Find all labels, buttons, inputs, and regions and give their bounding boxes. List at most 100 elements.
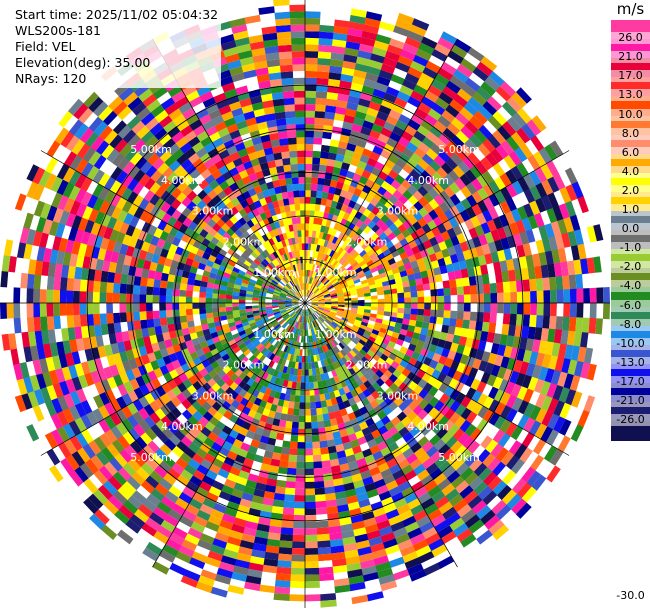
velocity-gate bbox=[577, 409, 590, 428]
velocity-gate bbox=[142, 148, 156, 161]
velocity-gate bbox=[450, 342, 459, 353]
velocity-gate bbox=[464, 169, 477, 183]
velocity-gate bbox=[280, 290, 288, 295]
velocity-gate bbox=[341, 67, 355, 77]
velocity-gate bbox=[253, 397, 262, 406]
velocity-gate bbox=[267, 335, 274, 343]
velocity-gate bbox=[304, 488, 316, 496]
velocity-gate bbox=[156, 501, 172, 515]
velocity-gate bbox=[418, 388, 429, 400]
velocity-gate bbox=[296, 284, 301, 291]
velocity-gate bbox=[173, 164, 186, 177]
velocity-gate bbox=[331, 362, 339, 370]
velocity-gate bbox=[187, 345, 196, 355]
velocity-gate bbox=[327, 316, 334, 322]
velocity-gate bbox=[506, 136, 520, 152]
velocity-gate bbox=[80, 414, 93, 429]
velocity-gate bbox=[106, 282, 114, 293]
velocity-gate bbox=[376, 519, 391, 531]
velocity-gate bbox=[314, 347, 319, 355]
velocity-gate bbox=[276, 257, 282, 265]
velocity-gate bbox=[198, 113, 212, 125]
velocity-gate bbox=[234, 220, 243, 230]
velocity-gate bbox=[259, 414, 269, 423]
velocity-gate bbox=[344, 300, 352, 303]
velocity-gate bbox=[356, 56, 371, 67]
velocity-gate bbox=[256, 246, 264, 254]
velocity-gate bbox=[362, 120, 375, 130]
velocity-gate bbox=[375, 263, 384, 271]
velocity-gate bbox=[294, 321, 298, 328]
velocity-gate bbox=[354, 145, 365, 155]
velocity-gate bbox=[196, 396, 207, 407]
velocity-gate bbox=[305, 342, 308, 350]
velocity-gate bbox=[442, 127, 456, 141]
velocity-gate bbox=[254, 238, 263, 247]
velocity-gate bbox=[385, 240, 394, 249]
velocity-gate bbox=[103, 344, 113, 357]
velocity-gate bbox=[285, 420, 293, 429]
velocity-gate bbox=[94, 211, 106, 225]
velocity-gate bbox=[98, 186, 110, 201]
velocity-gate bbox=[269, 389, 277, 398]
velocity-gate bbox=[240, 285, 248, 291]
velocity-gate bbox=[273, 445, 283, 454]
velocity-gate bbox=[423, 289, 431, 297]
velocity-gate bbox=[78, 217, 89, 232]
velocity-gate bbox=[373, 117, 387, 128]
velocity-gate bbox=[127, 427, 141, 441]
velocity-gate bbox=[318, 317, 324, 323]
velocity-gate bbox=[157, 375, 168, 386]
velocity-gate bbox=[45, 156, 59, 174]
velocity-gate bbox=[353, 409, 363, 419]
velocity-gate bbox=[495, 504, 512, 520]
velocity-gate bbox=[270, 270, 277, 277]
velocity-gate bbox=[308, 362, 312, 370]
velocity-gate bbox=[440, 31, 458, 45]
velocity-sectors bbox=[0, 0, 610, 608]
velocity-gate bbox=[313, 288, 320, 294]
velocity-gate bbox=[344, 263, 352, 270]
velocity-gate bbox=[278, 460, 289, 468]
velocity-gate bbox=[239, 498, 252, 508]
velocity-gate bbox=[238, 342, 246, 350]
velocity-gate bbox=[321, 406, 329, 415]
velocity-gate bbox=[258, 300, 266, 303]
velocity-gate bbox=[137, 528, 154, 543]
velocity-gate bbox=[385, 357, 394, 366]
velocity-gate bbox=[234, 454, 246, 464]
velocity-gate bbox=[236, 273, 245, 280]
velocity-gate bbox=[285, 296, 293, 300]
velocity-gate bbox=[164, 490, 179, 504]
velocity-gate bbox=[385, 508, 400, 520]
velocity-gate bbox=[256, 405, 265, 415]
velocity-gate bbox=[296, 455, 305, 463]
velocity-gate bbox=[437, 443, 451, 456]
velocity-gate bbox=[364, 142, 376, 152]
velocity-gate bbox=[499, 392, 511, 406]
velocity-gate bbox=[286, 294, 294, 298]
velocity-gate bbox=[329, 312, 336, 317]
velocity-gate bbox=[252, 432, 262, 442]
velocity-gate bbox=[287, 282, 293, 289]
velocity-gate bbox=[185, 339, 194, 349]
velocity-gate bbox=[433, 411, 445, 423]
velocity-gate bbox=[366, 591, 384, 602]
velocity-gate bbox=[297, 368, 302, 376]
velocity-gate bbox=[248, 354, 257, 363]
velocity-gate bbox=[280, 254, 287, 262]
velocity-gate bbox=[160, 519, 176, 533]
velocity-gate bbox=[273, 266, 280, 274]
velocity-gate bbox=[276, 326, 283, 333]
velocity-gate bbox=[113, 312, 121, 324]
velocity-gate bbox=[361, 242, 370, 250]
velocity-gate bbox=[434, 455, 447, 468]
velocity-gate bbox=[239, 312, 247, 317]
velocity-gate bbox=[139, 285, 147, 295]
velocity-gate bbox=[355, 266, 363, 274]
velocity-gate bbox=[310, 306, 316, 312]
velocity-gate bbox=[279, 453, 290, 462]
velocity-gate bbox=[103, 226, 114, 240]
velocity-gate bbox=[526, 119, 542, 136]
velocity-gate bbox=[314, 210, 320, 218]
